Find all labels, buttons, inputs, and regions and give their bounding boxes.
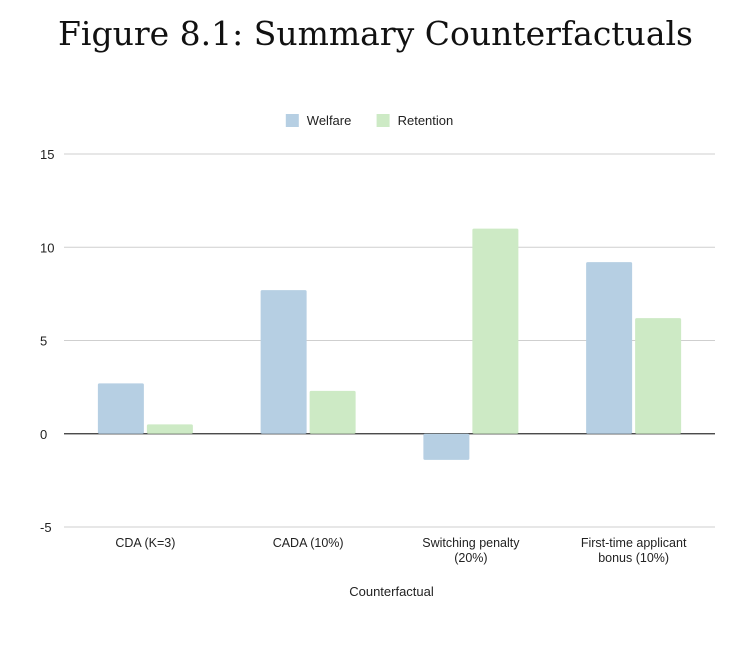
- y-tick-label: 0: [40, 427, 47, 442]
- chart-title: Figure 8.1: Summary Counterfactuals: [58, 14, 693, 53]
- x-tick-label: First-time applicant: [581, 536, 687, 550]
- x-tick-label: Switching penalty: [422, 536, 520, 550]
- bar-welfare-1: [97, 383, 144, 434]
- bar-series: [97, 228, 682, 460]
- x-tick-label: CDA (K=3): [115, 536, 175, 550]
- y-tick-label: -5: [40, 520, 52, 535]
- bar-retention-3: [472, 228, 519, 434]
- legend: Welfare Retention: [285, 113, 454, 128]
- y-tick-label: 5: [40, 334, 47, 349]
- legend-label-retention: Retention: [398, 113, 454, 128]
- x-axis-title: Counterfactual: [349, 584, 434, 599]
- x-tick-label: (20%): [454, 551, 487, 565]
- bar-retention-4: [635, 318, 682, 434]
- x-tick-label: CADA (10%): [273, 536, 344, 550]
- bar-retention-1: [146, 424, 193, 434]
- bar-welfare-4: [586, 262, 633, 434]
- x-tick-label: bonus (10%): [598, 551, 669, 565]
- legend-swatch-welfare: [285, 114, 299, 127]
- bar-welfare-3: [423, 433, 470, 460]
- bar-retention-2: [309, 390, 356, 434]
- bar-welfare-2: [260, 290, 307, 434]
- y-tick-label: 15: [40, 147, 54, 162]
- legend-label-welfare: Welfare: [307, 113, 352, 128]
- legend-swatch-retention: [376, 114, 390, 127]
- y-tick-label: 10: [40, 240, 54, 255]
- axes: -5 0 5 10 15 CDA (K=3) CADA (10%) Switching pen…: [40, 147, 687, 599]
